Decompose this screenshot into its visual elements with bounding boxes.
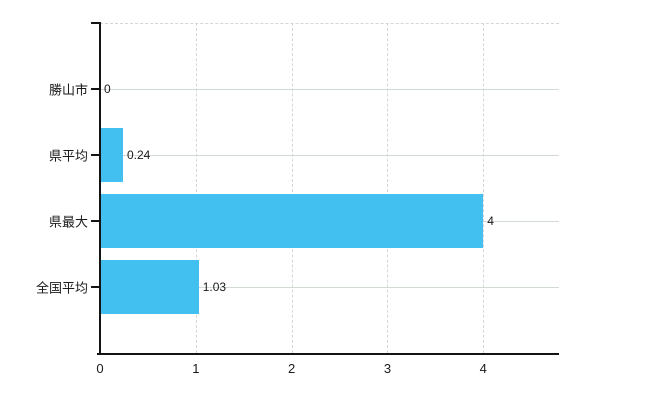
category-label: 県最大 [48, 214, 88, 230]
x-tick-label: 3 [383, 361, 392, 376]
v-gridline [195, 23, 197, 353]
y-axis [99, 22, 101, 354]
plot-area: 勝山市 0 県平均 0.24 県最大 4 全国平均 1.03 0 1 2 3 4 [36, 22, 559, 376]
x-tick-label: 2 [288, 361, 296, 376]
v-gridline [387, 23, 389, 353]
bar [100, 128, 123, 182]
value-label: 4 [487, 214, 494, 228]
x-axis [97, 353, 559, 355]
y-axis-tick [91, 88, 99, 90]
x-tick-label: 4 [479, 361, 487, 376]
h-gridline [100, 155, 559, 156]
h-gridline [100, 89, 559, 90]
category-label: 県平均 [48, 148, 88, 164]
plot-top-border [100, 23, 559, 24]
y-axis-tick [91, 286, 99, 288]
y-axis-tick [91, 22, 99, 24]
h-gridline [100, 287, 559, 288]
bar [100, 260, 199, 314]
value-label: 1.03 [202, 280, 227, 294]
v-gridline [483, 23, 485, 353]
x-tick-label: 1 [192, 361, 200, 376]
category-label: 勝山市 [48, 82, 88, 98]
category-label: 全国平均 [35, 280, 88, 296]
value-label: 0.24 [126, 148, 151, 162]
value-label: 0 [104, 82, 111, 96]
v-gridline [291, 23, 293, 353]
bar [100, 194, 484, 248]
x-tick-label: 0 [96, 361, 104, 376]
y-axis-tick [91, 154, 99, 156]
y-axis-tick [91, 220, 99, 222]
